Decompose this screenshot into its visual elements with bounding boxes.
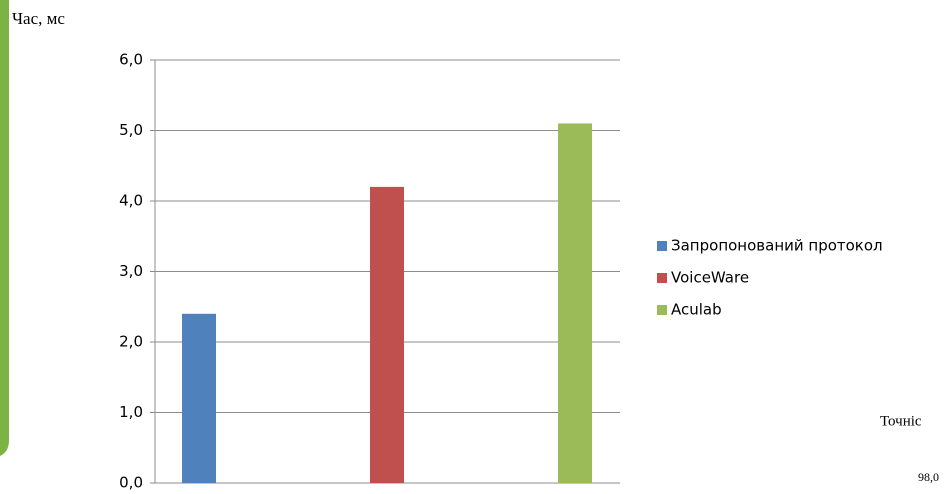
y-tick-label: 1,0 xyxy=(119,403,143,421)
y-tick-label: 2,0 xyxy=(119,333,143,351)
legend-label: Запропонований протокол xyxy=(671,237,883,255)
legend-swatch xyxy=(657,273,667,283)
legend-label: Aculab xyxy=(671,301,722,319)
side-border xyxy=(0,0,9,456)
y-tick-label: 6,0 xyxy=(119,51,143,69)
y-tick-label: 4,0 xyxy=(119,192,143,210)
y-tick-label: 0,0 xyxy=(119,474,143,492)
y-axis-label: Час, мс xyxy=(12,9,65,28)
bar xyxy=(370,186,404,483)
y-tick-label: 3,0 xyxy=(119,262,143,280)
annotation: Точніс xyxy=(880,413,922,429)
annotation: 98,0 xyxy=(918,470,939,484)
y-tick-label: 5,0 xyxy=(119,121,143,139)
bar xyxy=(182,313,216,483)
legend-swatch xyxy=(657,241,667,251)
legend-swatch xyxy=(657,305,667,315)
legend-label: VoiceWare xyxy=(671,269,749,287)
bar xyxy=(558,123,592,483)
